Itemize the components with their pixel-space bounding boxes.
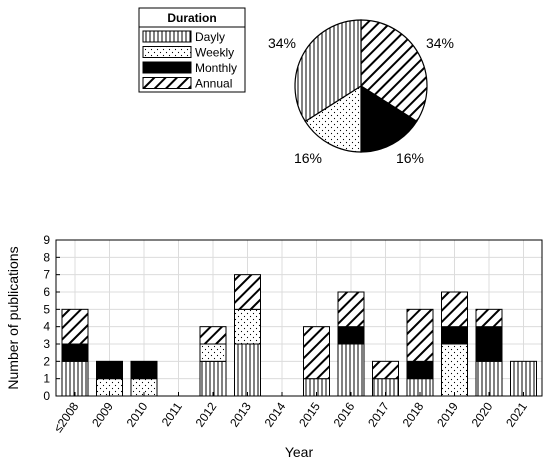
bar-monthly-2019 xyxy=(441,326,468,345)
legend-swatch-dayly xyxy=(142,30,192,43)
bar-monthly-2010 xyxy=(130,360,158,380)
legend-label-monthly: Monthly xyxy=(195,61,237,75)
legend-item-weekly: Weekly xyxy=(142,46,234,60)
legend-label-dayly: Dayly xyxy=(195,30,225,44)
pie-chart: 34% 16% 16% 34% xyxy=(268,19,454,166)
pie-label-annual: 34% xyxy=(426,35,454,51)
y-tick-label: 4 xyxy=(43,320,50,334)
bar-annual-2017 xyxy=(372,360,399,380)
x-tick-label: 2021 xyxy=(503,399,530,429)
bar-annual-2015 xyxy=(303,326,330,380)
legend-label-weekly: Weekly xyxy=(195,46,234,60)
bar-monthly-2009 xyxy=(96,360,123,380)
x-tick-label: 2013 xyxy=(227,399,254,429)
bar-dayly-2020 xyxy=(475,360,503,397)
bar-dayly-2012 xyxy=(199,360,227,397)
x-tick-label: 2014 xyxy=(262,399,289,429)
x-tick-label: 2009 xyxy=(89,399,116,429)
bar-annual-2013 xyxy=(234,274,261,310)
legend-swatch-annual xyxy=(142,77,192,89)
legend-title: Duration xyxy=(167,11,216,25)
x-tick-label: 2011 xyxy=(159,399,185,428)
bar-monthly-≤2008 xyxy=(61,343,89,362)
x-tick-label: ≤2008 xyxy=(51,399,82,435)
bar-dayly-≤2008 xyxy=(61,360,89,397)
y-tick-label: 8 xyxy=(43,250,50,264)
y-tick-label: 6 xyxy=(43,285,50,299)
x-tick-label: 2019 xyxy=(434,399,461,429)
y-tick-label: 7 xyxy=(43,268,50,282)
pie-label-weekly: 16% xyxy=(294,150,322,166)
bar-chart: 0 1 2 3 4 5 6 7 8 9 ≤2008 2009 2010 2011 2012 2013 2014 2… xyxy=(5,233,543,460)
plot-area-frame xyxy=(55,239,543,397)
x-axis-label: Year xyxy=(285,444,314,460)
x-tick-label: 2010 xyxy=(124,399,151,429)
pie-slice-dayly xyxy=(294,19,362,123)
bar-monthly-2016 xyxy=(337,326,365,345)
bar-annual-2016 xyxy=(337,291,365,328)
y-tick-label: 9 xyxy=(43,233,50,247)
y-tick-label: 5 xyxy=(43,302,50,316)
y-axis-label: Number of publications xyxy=(5,246,21,389)
x-tick-label: 2015 xyxy=(296,399,323,429)
bar-dayly-2016 xyxy=(337,343,365,397)
bar-weekly-2013 xyxy=(234,308,261,345)
bar-monthly-2020 xyxy=(475,326,503,362)
bar-weekly-2019 xyxy=(441,343,468,397)
bar-dayly-2013 xyxy=(234,343,261,397)
bar-monthly-2018 xyxy=(406,360,434,380)
x-tick-label: 2017 xyxy=(365,399,392,429)
pie-label-monthly: 16% xyxy=(396,150,424,166)
x-tick-label: 2020 xyxy=(469,399,496,429)
x-tick-label: 2018 xyxy=(400,399,427,429)
bar-annual-2012 xyxy=(199,326,227,345)
x-tick-label: 2016 xyxy=(331,399,358,429)
y-tick-label: 2 xyxy=(43,354,50,368)
bar-weekly-2012 xyxy=(199,343,227,362)
pie-label-dayly: 34% xyxy=(268,35,296,51)
x-tick-label: 2012 xyxy=(193,399,220,429)
y-tick-label: 3 xyxy=(43,337,50,351)
pie-slice-weekly xyxy=(304,84,362,153)
bar-annual-2018 xyxy=(406,308,434,362)
legend-swatch-weekly xyxy=(142,46,192,58)
bar-annual-≤2008 xyxy=(61,308,89,345)
legend-label-annual: Annual xyxy=(195,77,232,91)
legend-swatch-monthly xyxy=(142,61,192,74)
bar-annual-2019 xyxy=(441,291,468,328)
legend-item-dayly: Dayly xyxy=(142,30,225,44)
pie-slice-monthly xyxy=(360,84,418,153)
legend-item-annual: Annual xyxy=(142,77,232,91)
bar-dayly-2021 xyxy=(510,360,537,397)
y-tick-label: 1 xyxy=(43,372,50,386)
legend-item-monthly: Monthly xyxy=(142,61,237,75)
y-tick-label: 0 xyxy=(43,389,50,403)
bar-annual-2020 xyxy=(475,308,503,328)
